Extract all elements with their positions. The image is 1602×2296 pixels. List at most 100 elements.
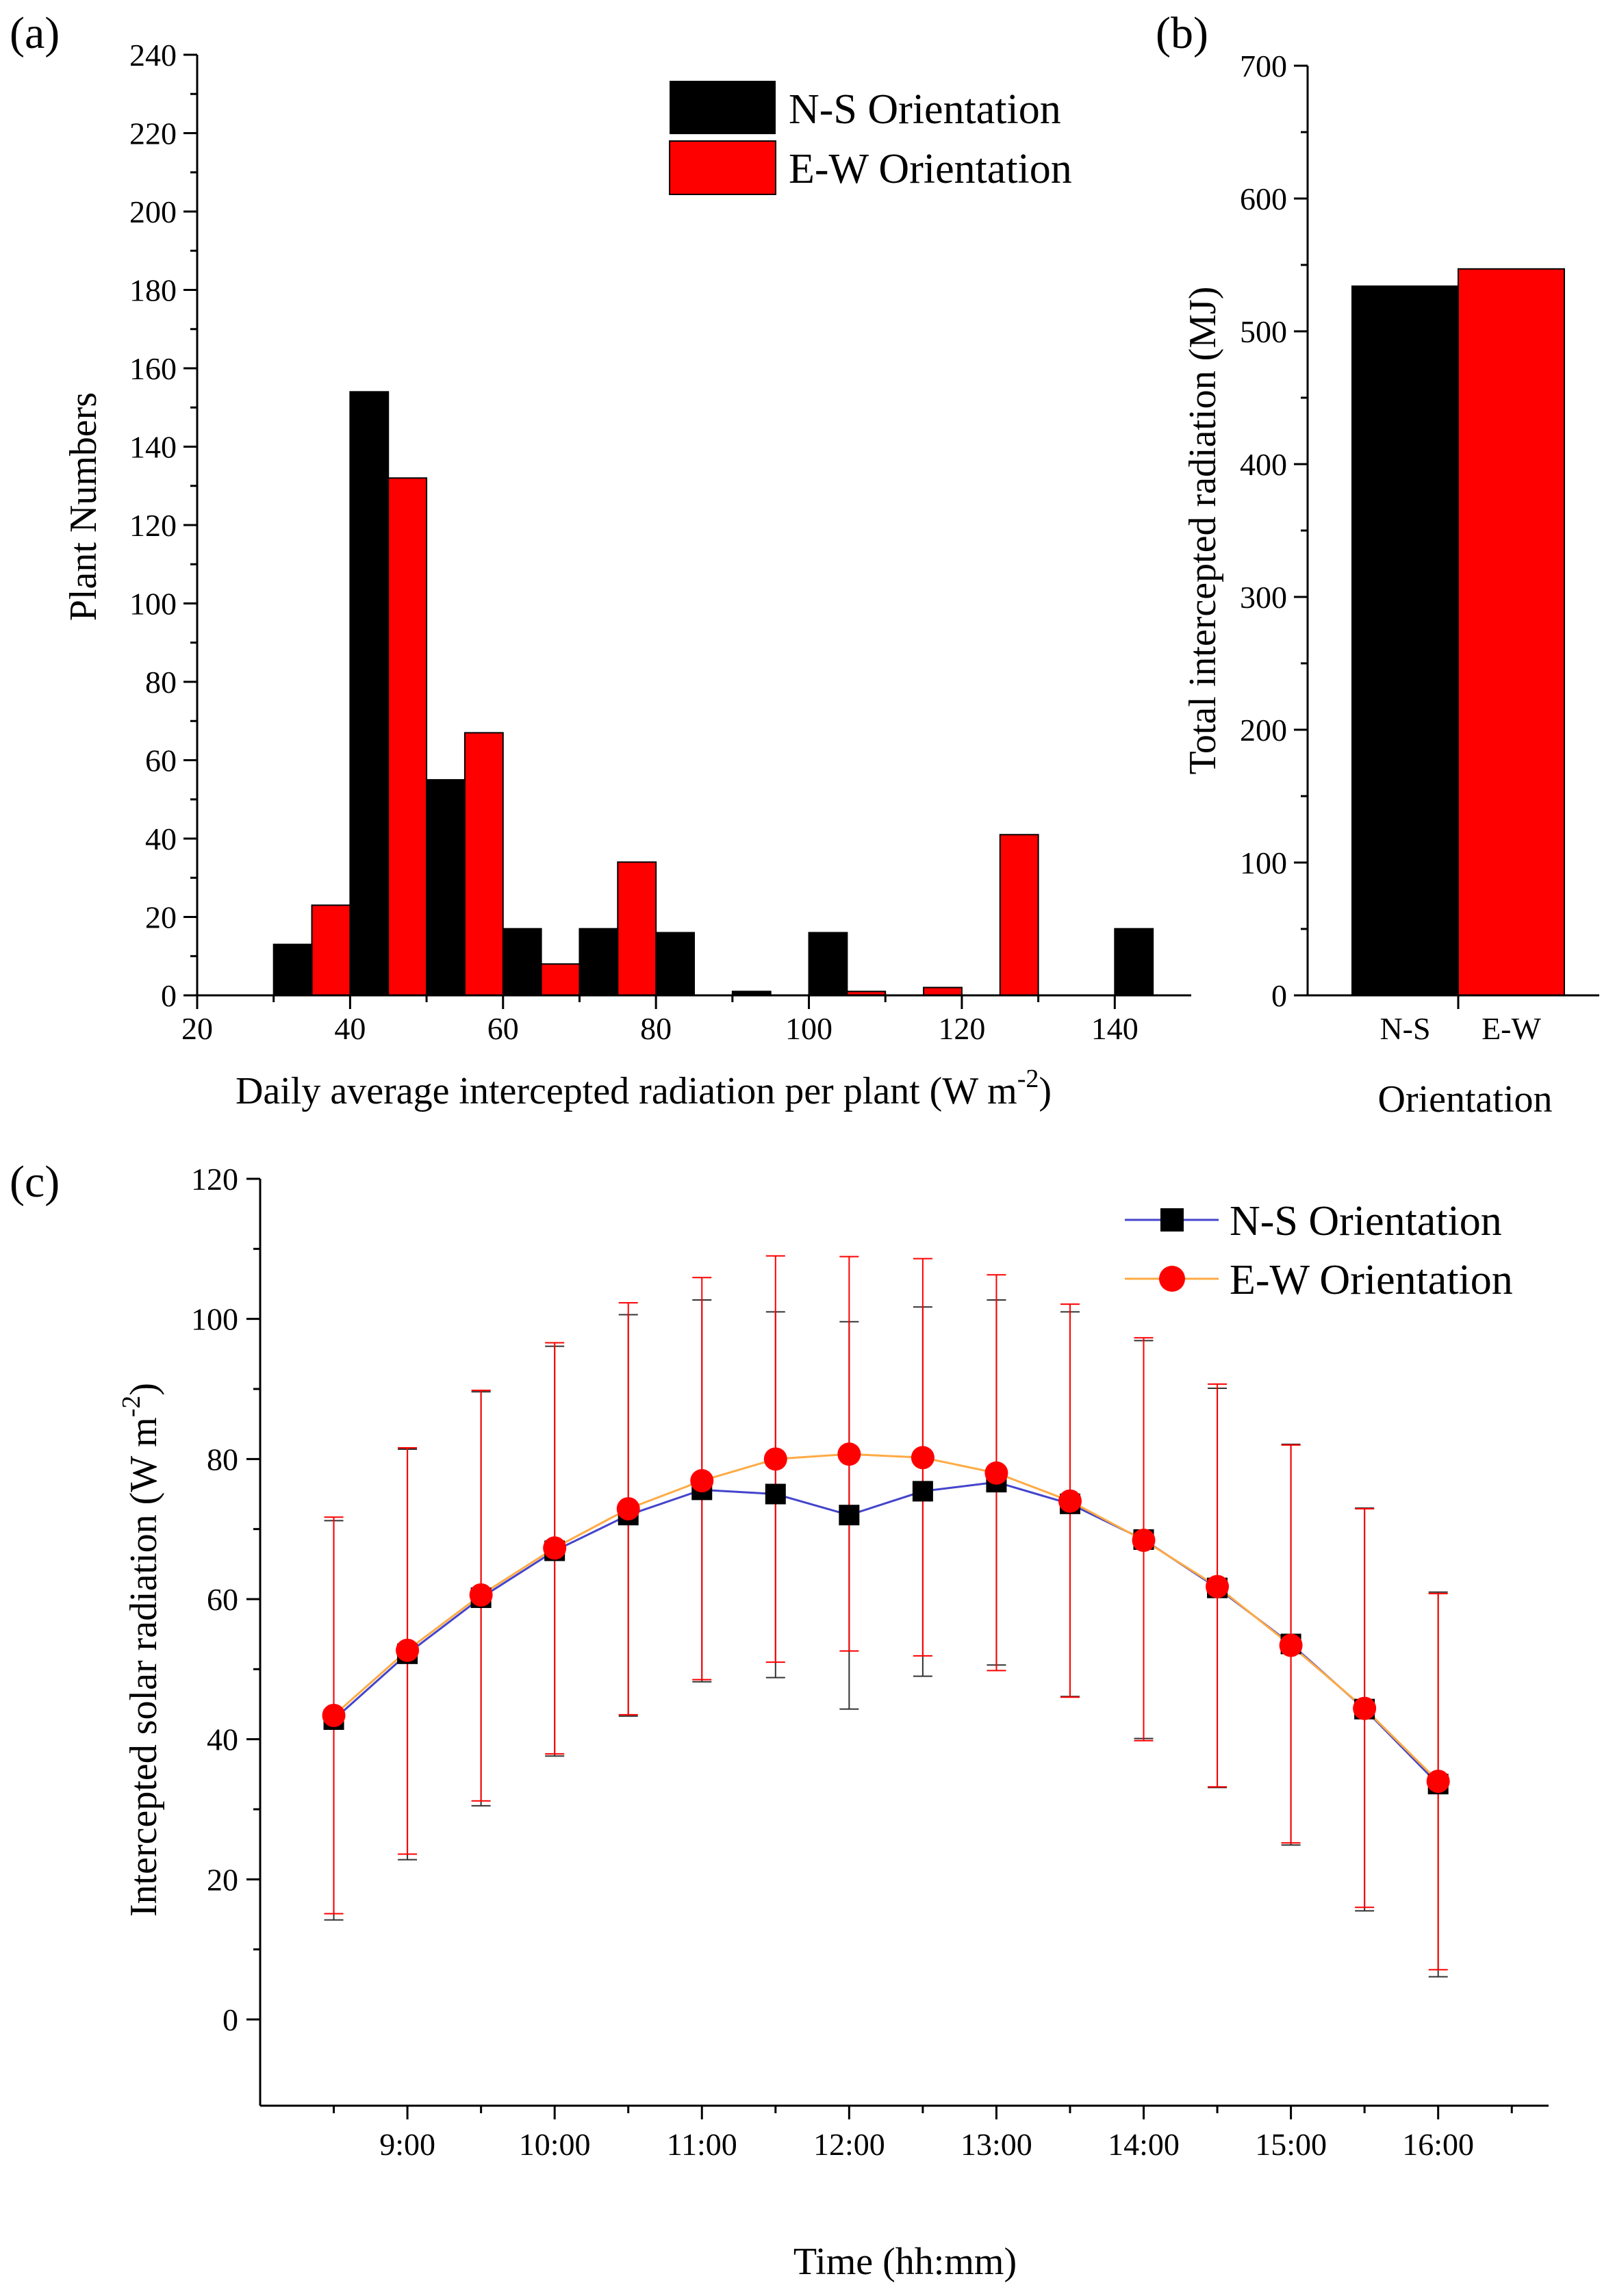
bar-ew-8: [923, 986, 963, 997]
panel-c-error-bars: [324, 1255, 1448, 1978]
panel-b-ytick-label: 700: [1240, 49, 1287, 84]
bar-ns-11: [1114, 928, 1154, 997]
panel-c-series-lines: [333, 1453, 1439, 1785]
panel-a-ytick-label: 120: [129, 508, 177, 543]
panel-a-xlabel: Daily average intercepted radiation per …: [236, 1064, 1052, 1112]
panel-c-points: [322, 1442, 1450, 1795]
panel-a-ytick-label: 40: [145, 821, 177, 856]
panel-c-xtick-label: 13:00: [961, 2127, 1032, 2162]
panel-a-xtick-label: 20: [181, 1011, 213, 1046]
point-ew: [763, 1447, 787, 1471]
panel-b-ylabel: Total intercepted radiation (MJ): [1182, 287, 1224, 775]
panel-c-ytick-label: 20: [207, 1862, 238, 1897]
panel-b-ytick-label: 0: [1271, 978, 1287, 1013]
point-ew: [469, 1583, 493, 1607]
bar-e-w: [1458, 268, 1565, 997]
panel-b-ytick-label: 100: [1240, 845, 1287, 880]
panel-b-axes: 0 100 200 300 400 500 600 700 N-S E-W: [1240, 49, 1599, 1046]
panel-b-ytick-label: 200: [1240, 713, 1287, 748]
panel-c-line-chart: (c) 0 20 40 60 80 100 120 9:00 10:00 11:00 12:00 13…: [10, 1157, 1549, 2283]
panel-a-ytick-label: 140: [129, 430, 177, 465]
panel-b-label: (b): [1156, 8, 1208, 58]
panel-a-ytick-label: 220: [129, 116, 177, 151]
panel-a-ytick-label: 0: [161, 978, 177, 1013]
panel-b-xlabel: Orientation: [1377, 1078, 1552, 1121]
legend-label-ew: E-W Orientation: [789, 146, 1072, 192]
panel-c-ytick-label: 0: [222, 2002, 238, 2037]
panel-c-xtick-label: 9:00: [379, 2127, 435, 2162]
bar-ns-3: [502, 928, 542, 997]
panel-a-xtick-label: 120: [938, 1011, 985, 1046]
panel-a-xtick-label: 80: [640, 1011, 672, 1046]
panel-c-ylabel: Intercepted solar radiation (W m-2): [117, 1383, 165, 1917]
panel-a-ylabel: Plant Numbers: [62, 392, 105, 621]
legend-square-marker: [1160, 1208, 1184, 1232]
panel-c-legend: N-S Orientation E-W Orientation: [1125, 1198, 1513, 1303]
series-line-ns: [333, 1481, 1439, 1785]
panel-b-bar-chart: (b) 0 100 200 300 400 500 600 700 N-S E-W Total i…: [1156, 8, 1599, 1121]
legend-label-ew-c: E-W Orientation: [1230, 1257, 1513, 1303]
point-ew: [1132, 1529, 1156, 1553]
point-ew: [543, 1536, 567, 1560]
point-ew: [1058, 1489, 1082, 1513]
panel-a-ytick-label: 80: [145, 665, 177, 700]
point-ew: [911, 1446, 934, 1470]
panel-c-xtick-label: 16:00: [1402, 2127, 1474, 2162]
bar-ns-1: [349, 391, 390, 996]
bar-ns-0: [272, 943, 313, 996]
panel-c-xlabel: Time (hh:mm): [793, 2241, 1017, 2283]
panel-c-xtick-label: 10:00: [519, 2127, 591, 2162]
point-ns: [839, 1505, 860, 1526]
panel-a-xtick-label: 140: [1091, 1011, 1139, 1046]
panel-a-xlabel-sup: -2: [1017, 1064, 1039, 1093]
panel-a-ytick-label: 180: [129, 273, 177, 308]
panel-b-bars: [1351, 268, 1565, 997]
point-ew: [1353, 1696, 1377, 1720]
panel-a-ytick-label: 160: [129, 351, 177, 386]
panel-b-category-label: E-W: [1482, 1011, 1541, 1046]
legend-circle-marker: [1159, 1266, 1185, 1292]
panel-c-label: (c): [10, 1157, 60, 1207]
panel-a-ytick-label: 60: [145, 743, 177, 778]
bar-ew-9: [999, 834, 1039, 997]
panel-c-xtick-label: 15:00: [1255, 2127, 1327, 2162]
point-ew: [984, 1461, 1008, 1485]
point-ew: [1206, 1574, 1230, 1598]
bar-ns-7: [808, 932, 848, 997]
point-ew: [1279, 1633, 1303, 1657]
panel-c-xtick-label: 14:00: [1108, 2127, 1180, 2162]
bar-ns-4: [578, 928, 619, 997]
panel-a-ytick-label: 20: [145, 900, 177, 935]
bar-ns-5: [655, 932, 696, 997]
panel-b-ytick-label: 600: [1240, 181, 1287, 216]
panel-c-xtick-label: 12:00: [813, 2127, 885, 2162]
panel-c-ylabel-main: Intercepted solar radiation (W m: [123, 1417, 165, 1917]
panel-a-ytick-label: 200: [129, 194, 177, 229]
point-ew: [690, 1469, 714, 1493]
bar-ew-4: [617, 861, 657, 996]
panel-c-ytick-label: 120: [191, 1162, 238, 1197]
panel-b-ytick-label: 500: [1240, 314, 1287, 349]
panel-b-category-label: N-S: [1380, 1011, 1430, 1046]
panel-a-label: (a): [10, 8, 60, 58]
bar-ew-3: [540, 963, 581, 996]
point-ew: [322, 1703, 346, 1727]
point-ew: [837, 1442, 861, 1466]
series-line-ew: [333, 1453, 1439, 1783]
point-ns: [912, 1481, 933, 1502]
bar-ew-0: [311, 904, 351, 996]
panel-a-xtick-label: 40: [334, 1011, 366, 1046]
legend-swatch-ew: [669, 140, 776, 195]
legend-label-ns-c: N-S Orientation: [1230, 1198, 1502, 1245]
panel-b-ytick-label: 300: [1240, 580, 1287, 615]
point-ew: [396, 1638, 420, 1662]
panel-a-xlabel-main: Daily average intercepted radiation per …: [236, 1070, 1017, 1112]
legend-label-ns: N-S Orientation: [789, 86, 1061, 133]
point-ns: [765, 1483, 786, 1505]
panel-c-ylabel-end: ): [123, 1383, 165, 1396]
bar-ew-2: [463, 732, 504, 997]
panel-a-xtick-label: 100: [785, 1011, 832, 1046]
